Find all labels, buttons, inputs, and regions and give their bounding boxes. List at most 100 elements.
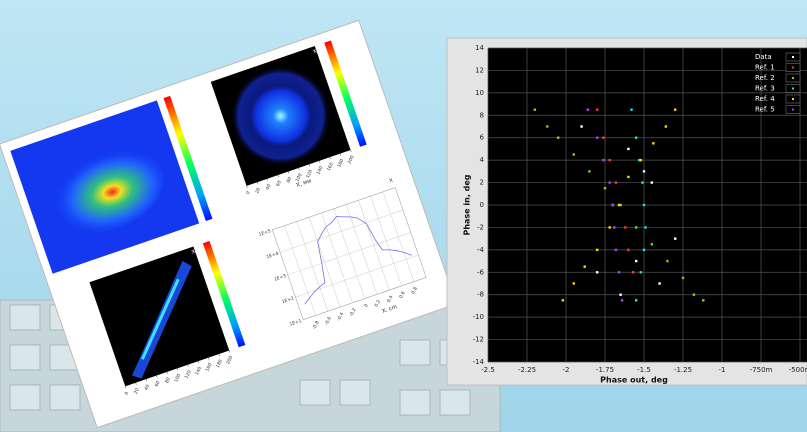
x-tick-label: -0.4 [336,311,345,322]
legend-marker [792,66,794,69]
x-tick-label: 160 [326,162,335,172]
legend-marker [792,77,794,79]
point [644,226,647,229]
tick-mark [166,371,168,374]
point [639,271,643,274]
y-tick-label: -14 [473,358,485,366]
point [630,108,633,111]
point [608,158,611,162]
point [603,186,607,190]
point [635,136,638,139]
tick-mark [350,149,352,153]
point [631,271,635,274]
grid-line [279,209,404,253]
tick-mark [156,375,158,378]
tick-mark [125,386,127,389]
point [619,203,622,207]
point [624,226,627,229]
y-tick-label: -10 [473,313,484,321]
x-tick-label: 120 [305,169,314,179]
heatmap-blob [47,147,164,233]
point [674,108,677,111]
point [619,293,622,296]
point [658,282,661,285]
x-tick-label: -1 [719,366,726,374]
y-axis-label: Phase in, deg [463,174,472,235]
x-axis-label: X, cm [381,304,398,315]
x-tick-label: 20 [133,387,141,395]
point [650,243,653,246]
tick-mark [319,160,321,163]
y-tick-label: -6 [477,268,485,276]
x-tick-label: -2.5 [481,366,495,374]
x-tick-label: 100 [295,172,304,182]
point [596,248,599,252]
tick-mark [218,353,220,357]
tick-mark [187,364,189,367]
y-tick-label: 1E+4 [266,251,280,261]
legend-label: Ref. 5 [755,106,775,114]
y-tick-label: -2 [477,223,484,231]
point [627,147,630,151]
point [650,181,653,184]
point [561,299,565,302]
panel-title: X-Y [312,47,322,55]
point [572,153,575,156]
point [617,203,621,207]
x-tick-label: 0 [363,303,370,308]
tick-mark [197,361,199,364]
legend-label: Data [755,53,772,61]
point [642,203,646,207]
x-tick-label: 100 [173,373,182,383]
point [681,276,685,280]
point [664,125,668,128]
x-tick-label: 0.8 [410,286,419,295]
point [586,108,590,111]
y-tick-label: -4 [477,246,485,254]
point [627,175,630,179]
tick-mark [287,171,290,174]
point [596,108,599,111]
point [639,158,643,162]
x-tick-label: 0 [245,190,252,195]
point [596,136,599,139]
line [304,216,412,305]
tick-mark [339,153,342,156]
colorbar [163,95,213,222]
point [692,293,696,296]
point [572,282,575,285]
x-tick-label: 140 [315,165,324,175]
point [588,170,591,173]
x-tick-label: -0.8 [311,320,320,331]
point [702,299,705,302]
y-tick-label: 1E+2 [281,295,295,305]
point [638,158,641,162]
legend-label: Ref. 1 [755,64,775,72]
point [652,142,655,145]
x-tick-label: -1.25 [674,366,692,374]
legend-marker [792,87,794,90]
x-tick-label: 180 [215,359,224,369]
x-tick-label: 160 [204,362,213,372]
point [627,248,630,252]
point [602,158,605,162]
point [620,299,624,302]
point [642,170,646,173]
tick-mark [208,357,210,360]
tick-mark [246,185,248,188]
x-tick-label: 120 [184,369,193,379]
point [608,181,611,184]
y-tick-label: 2 [480,179,484,187]
tick-mark [267,178,269,181]
x-tick-label: 0 [124,391,131,396]
point [611,203,614,207]
panel-title: X-Y [191,247,201,255]
tick-mark [135,382,137,385]
x-tick-label: 140 [194,366,203,376]
legend-marker [792,56,794,58]
legend-marker [792,108,794,111]
legend-label: Ref. 2 [755,74,775,82]
